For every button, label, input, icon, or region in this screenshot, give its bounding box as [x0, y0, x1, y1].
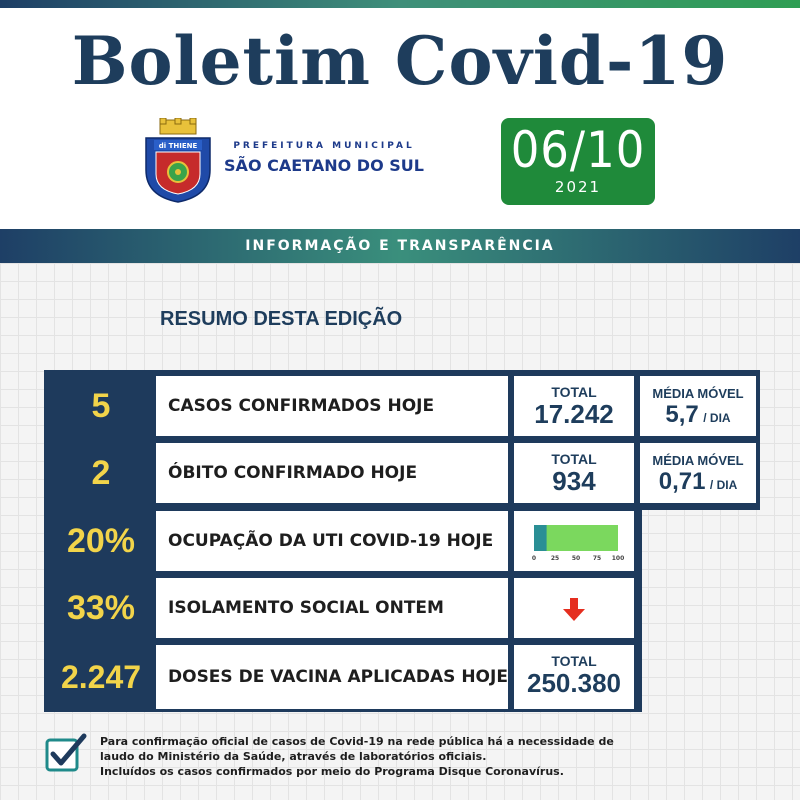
vaccine-total-value: 250.380 — [527, 668, 621, 698]
cases-moving-average-cell: MÉDIA MÓVEL 5,7 / DIA — [640, 376, 756, 436]
cases-today-label: CASOS CONFIRMADOS HOJE — [156, 376, 508, 436]
deaths-moving-average-value: 0,71 — [658, 468, 706, 495]
footnote-line-2: laudo do Ministério da Saúde, através de… — [100, 750, 487, 763]
social-isolation-label: ISOLAMENTO SOCIAL ONTEM — [156, 578, 508, 638]
checkbox-check-icon — [45, 733, 87, 772]
deaths-moving-average-label: MÉDIA MÓVEL — [652, 453, 744, 468]
gauge-tick-label: 100 — [612, 555, 625, 562]
uti-gauge-cell: 0 25 50 75 100 — [514, 511, 634, 571]
footnote-text: Para confirmação oficial de casos de Cov… — [100, 734, 660, 779]
uti-occupancy-label: OCUPAÇÃO DA UTI COVID-19 HOJE — [156, 511, 508, 571]
top-gradient-bar — [0, 0, 800, 8]
cases-total-value: 17.242 — [534, 399, 614, 429]
cases-total-label: TOTAL — [551, 384, 597, 400]
down-arrow-icon — [563, 598, 585, 621]
gauge-tick-label: 0 — [532, 555, 536, 562]
date-year: 2021 — [554, 178, 602, 196]
vaccine-total-cell: TOTAL 250.380 — [514, 645, 634, 709]
footnote-line-3: Incluídos os casos confirmados por meio … — [100, 765, 564, 778]
city-name: SÃO CAETANO DO SUL — [224, 156, 424, 175]
date-badge: 06/10 2021 — [501, 118, 655, 205]
info-banner: INFORMAÇÃO E TRANSPARÊNCIA — [0, 229, 800, 263]
cases-moving-average-value: 5,7 — [665, 401, 699, 428]
deaths-moving-average-unit: / DIA — [709, 478, 738, 492]
vaccine-total-label: TOTAL — [551, 653, 597, 669]
gauge-tick-label: 75 — [593, 555, 601, 562]
deaths-today-value: 2 — [50, 443, 152, 503]
uti-occupancy-value: 20% — [50, 511, 152, 571]
social-isolation-value: 33% — [50, 578, 152, 638]
gauge-remaining-bar — [534, 525, 618, 551]
prefeitura-label: PREFEITURA MUNICIPAL — [233, 141, 415, 151]
vaccine-doses-value: 2.247 — [50, 645, 152, 709]
vaccine-doses-label: DOSES DE VACINA APLICADAS HOJE — [156, 645, 508, 709]
isolation-trend-cell — [514, 578, 634, 638]
section-title: RESUMO DESTA EDIÇÃO — [160, 308, 403, 330]
deaths-total-cell: TOTAL 934 — [514, 443, 634, 503]
cases-total-cell: TOTAL 17.242 — [514, 376, 634, 436]
deaths-today-label: ÓBITO CONFIRMADO HOJE — [156, 443, 508, 503]
date-day-month: 06/10 — [510, 121, 646, 179]
uti-occupancy-gauge: 0 25 50 75 100 — [532, 525, 625, 562]
gauge-filled-bar — [534, 525, 547, 551]
cases-moving-average-label: MÉDIA MÓVEL — [652, 386, 744, 401]
gauge-tick-label: 50 — [572, 555, 580, 562]
cases-today-value: 5 — [50, 376, 152, 436]
deaths-total-value: 934 — [552, 466, 596, 496]
deaths-moving-average-cell: MÉDIA MÓVEL 0,71 / DIA — [640, 443, 756, 503]
footnote-line-1: Para confirmação oficial de casos de Cov… — [100, 735, 614, 748]
deaths-total-label: TOTAL — [551, 451, 597, 467]
gauge-tick-label: 25 — [551, 555, 559, 562]
page-title: Boletim Covid-19 — [71, 22, 729, 100]
city-crest-logo: di THIENE — [145, 118, 211, 203]
cases-moving-average-unit: / DIA — [703, 411, 731, 425]
crest-text: di THIENE — [159, 142, 198, 150]
